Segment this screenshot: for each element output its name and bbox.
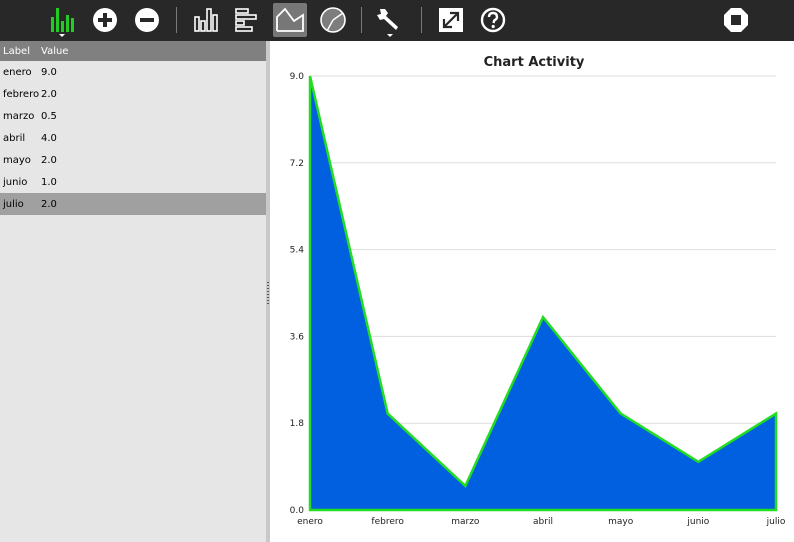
x-tick-label: febrero: [371, 517, 404, 527]
area-chart-button[interactable]: [273, 3, 307, 37]
pie-chart-icon: [320, 7, 346, 33]
x-tick-label: julio: [766, 517, 786, 527]
row-label[interactable]: julio: [3, 198, 24, 210]
y-tick-label: 3.6: [290, 332, 305, 342]
toolbar-separator: [176, 7, 177, 33]
y-tick-label: 9.0: [290, 72, 305, 82]
table-row[interactable]: mayo 2.0: [0, 149, 266, 171]
row-value[interactable]: 2.0: [41, 88, 57, 100]
data-table: Label Value enero 9.0 febrero 2.0 marzo …: [0, 41, 266, 542]
pie-chart-button[interactable]: [316, 3, 350, 37]
expand-icon: [439, 8, 463, 32]
table-row[interactable]: febrero 2.0: [0, 83, 266, 105]
plus-circle-icon: [93, 8, 117, 32]
settings-button[interactable]: [373, 3, 407, 37]
fullscreen-button[interactable]: [434, 3, 468, 37]
area-chart-icon: [276, 7, 304, 32]
panel-splitter[interactable]: [266, 41, 270, 542]
dropdown-arrow-icon: [387, 34, 393, 37]
row-value[interactable]: 2.0: [41, 154, 57, 166]
toolbar-separator: [421, 7, 422, 33]
stop-button[interactable]: [719, 3, 753, 37]
row-label[interactable]: junio: [3, 176, 28, 188]
horizontal-bars-icon: [235, 8, 257, 32]
wrench-icon: [377, 9, 398, 37]
table-header: Label Value: [0, 41, 266, 61]
y-tick-label: 1.8: [290, 419, 305, 429]
table-row-selected[interactable]: julio 2.0: [0, 193, 266, 215]
chart-area: Chart Activity 0.0 1.8 3.6 5.4 7.2 9.0 enero f…: [270, 41, 794, 542]
table-row[interactable]: abril 4.0: [0, 127, 266, 149]
y-tick-label: 7.2: [290, 159, 304, 169]
x-tick-label: junio: [686, 517, 709, 527]
x-tick-label: abril: [533, 517, 553, 527]
vertical-bars-icon: [194, 8, 218, 32]
table-row[interactable]: enero 9.0: [0, 61, 266, 83]
row-label[interactable]: enero: [3, 66, 32, 78]
remove-button[interactable]: [130, 3, 164, 37]
help-icon: [480, 7, 506, 33]
chart-title: Chart Activity: [484, 55, 585, 70]
column-header-label[interactable]: Label: [3, 45, 30, 57]
row-label[interactable]: mayo: [3, 154, 31, 166]
bar-chart-icon: [51, 8, 74, 37]
stop-icon: [724, 8, 748, 32]
row-value[interactable]: 0.5: [41, 110, 57, 122]
toolbar-separator: [361, 7, 362, 33]
table-row[interactable]: junio 1.0: [0, 171, 266, 193]
splitter-grip[interactable]: [267, 282, 269, 306]
column-header-value[interactable]: Value: [41, 45, 69, 57]
area-chart: Chart Activity 0.0 1.8 3.6 5.4 7.2 9.0 enero f…: [290, 55, 786, 527]
row-value[interactable]: 4.0: [41, 132, 57, 144]
minus-circle-icon: [135, 8, 159, 32]
dropdown-arrow-icon: [59, 34, 65, 37]
row-value[interactable]: 1.0: [41, 176, 57, 188]
vertical-bars-button[interactable]: [189, 3, 223, 37]
row-label[interactable]: marzo: [3, 110, 35, 122]
x-tick-label: mayo: [608, 517, 634, 527]
row-value[interactable]: 2.0: [41, 198, 57, 210]
toolbar: [0, 0, 794, 41]
y-tick-label: 0.0: [290, 506, 305, 516]
table-row[interactable]: marzo 0.5: [0, 105, 266, 127]
row-label[interactable]: febrero: [3, 88, 40, 100]
help-button[interactable]: [476, 3, 510, 37]
chart-type-menu-button[interactable]: [45, 3, 79, 37]
x-tick-label: enero: [297, 517, 323, 527]
area-series: [308, 75, 778, 512]
row-value[interactable]: 9.0: [41, 66, 57, 78]
y-tick-label: 5.4: [290, 246, 305, 256]
horizontal-bars-button[interactable]: [230, 3, 264, 37]
add-button[interactable]: [88, 3, 122, 37]
x-tick-label: marzo: [451, 517, 480, 527]
row-label[interactable]: abril: [3, 132, 26, 144]
